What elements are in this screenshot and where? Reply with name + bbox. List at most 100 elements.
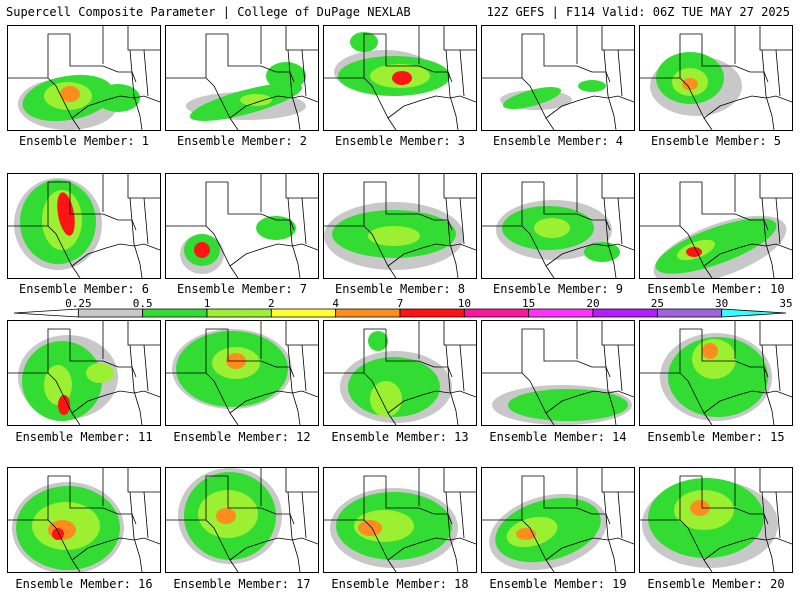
- state-border-line: [143, 197, 149, 245]
- ensemble-member-map: [481, 467, 635, 573]
- state-border-line: [703, 390, 792, 414]
- state-border-line: [601, 321, 634, 346]
- scp-contour-area: [508, 389, 628, 421]
- state-border-line: [449, 243, 459, 278]
- state-border-line: [679, 225, 713, 278]
- member-map-svg: [324, 174, 476, 278]
- state-border-line: [324, 328, 386, 374]
- state-border-line: [166, 475, 228, 521]
- scp-contour-area: [686, 247, 702, 257]
- state-border-line: [640, 33, 702, 79]
- scp-contour-area: [216, 508, 236, 524]
- state-border-line: [759, 174, 792, 199]
- state-border-line: [47, 519, 81, 572]
- ensemble-member-map: [165, 173, 319, 279]
- state-border-line: [227, 34, 277, 73]
- member-map-svg: [482, 468, 634, 572]
- state-border-line: [765, 390, 775, 425]
- ensemble-member-label: Ensemble Member: 15: [647, 430, 785, 444]
- state-border-line: [8, 181, 70, 227]
- state-border-line: [127, 468, 160, 493]
- state-border-line: [387, 537, 476, 561]
- colorbar-segment: [77, 308, 144, 318]
- state-border-line: [459, 491, 465, 539]
- ensemble-member-map: [639, 320, 793, 426]
- state-border-line: [227, 182, 277, 221]
- colorbar-tick-label: 7: [396, 297, 404, 310]
- member-map-svg: [482, 174, 634, 278]
- scp-contour-area: [534, 218, 570, 238]
- state-border-line: [291, 243, 301, 278]
- state-border-line: [640, 328, 702, 374]
- state-border-line: [143, 491, 149, 539]
- state-border-line: [47, 225, 81, 278]
- state-border-line: [592, 71, 611, 83]
- state-border-line: [601, 174, 634, 199]
- state-border-line: [545, 95, 634, 119]
- scp-contour-area: [358, 520, 382, 536]
- state-border-line: [387, 243, 476, 267]
- state-border-line: [385, 34, 435, 73]
- member-map-svg: [8, 174, 160, 278]
- scp-contour-area: [578, 80, 606, 92]
- state-border-line: [750, 366, 769, 378]
- state-border-line: [482, 475, 544, 521]
- state-border-line: [385, 476, 435, 515]
- state-border-line: [8, 328, 70, 374]
- ensemble-member-label: Ensemble Member: 11: [15, 430, 153, 444]
- state-border-line: [205, 225, 239, 278]
- ensemble-member-label: Ensemble Member: 7: [176, 282, 308, 296]
- colorbar-segment: [206, 308, 272, 318]
- colorbar-tick-label: 2: [268, 297, 275, 310]
- state-border-line: [118, 366, 137, 378]
- state-border-line: [363, 225, 397, 278]
- scp-contour-area: [86, 363, 114, 383]
- colorbar-tick-label: 4: [332, 297, 339, 310]
- state-border-line: [545, 243, 634, 267]
- colorbar-segment: [335, 308, 401, 318]
- colorbar-tick-label: 15: [522, 297, 536, 310]
- state-border-line: [443, 468, 476, 493]
- colorbar-segment: [463, 308, 530, 318]
- state-border-line: [679, 519, 713, 572]
- state-border-line: [301, 197, 307, 245]
- state-border-line: [679, 77, 713, 130]
- state-border-line: [521, 225, 555, 278]
- state-border-line: [759, 468, 792, 493]
- colorbar-tick-label: 10: [457, 297, 471, 310]
- ensemble-member-map: [7, 25, 161, 131]
- ensemble-member-label: Ensemble Member: 3: [334, 134, 466, 148]
- state-border-line: [205, 77, 239, 130]
- colorbar-segment: [399, 308, 465, 318]
- ensemble-member-label: Ensemble Member: 5: [650, 134, 782, 148]
- state-border-line: [205, 372, 239, 425]
- ensemble-member-map: [481, 320, 635, 426]
- state-border-line: [521, 519, 555, 572]
- scp-contour-area: [682, 78, 698, 90]
- state-border-line: [8, 33, 70, 79]
- state-border-line: [285, 468, 318, 493]
- ensemble-member-map: [639, 25, 793, 131]
- member-map-svg: [324, 26, 476, 130]
- scp-contour-area: [60, 86, 80, 102]
- scp-contour-area: [368, 331, 388, 351]
- state-border-line: [285, 174, 318, 199]
- state-border-line: [617, 197, 623, 245]
- state-border-line: [601, 468, 634, 493]
- colorbar-tick-label: 1: [203, 297, 211, 310]
- map-title: Supercell Composite Parameter | College …: [6, 5, 411, 19]
- colorbar-segment: [656, 308, 723, 318]
- state-border-line: [765, 95, 775, 130]
- state-border-line: [607, 95, 617, 130]
- state-border-line: [69, 329, 119, 368]
- member-map-svg: [8, 468, 160, 572]
- ensemble-member-map: [323, 320, 477, 426]
- scp-contour-area: [96, 84, 140, 112]
- ensemble-member-map: [165, 320, 319, 426]
- state-border-line: [449, 537, 459, 572]
- state-border-line: [166, 33, 228, 79]
- scp-contour-area: [194, 242, 210, 258]
- state-border-line: [69, 182, 119, 221]
- member-map-svg: [482, 26, 634, 130]
- scp-contour-area: [584, 242, 620, 262]
